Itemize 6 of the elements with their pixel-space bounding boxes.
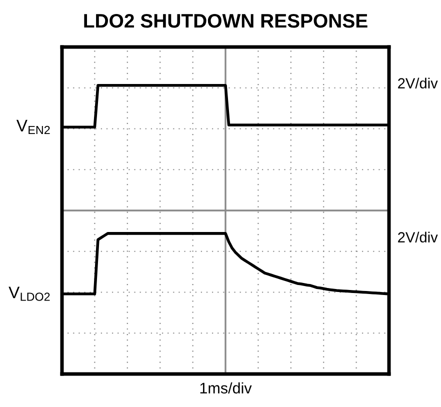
text: 2V/div: [398, 232, 438, 242]
series-label: V$_{LDO2}$: [8, 286, 50, 301]
chart-title: LDO2 SHUTDOWN RESPONSE: [84, 14, 368, 28]
series-label: V$_{EN2}$: [16, 120, 50, 134]
text: 2V/div: [398, 78, 438, 88]
text: 1ms/div: [200, 382, 252, 394]
